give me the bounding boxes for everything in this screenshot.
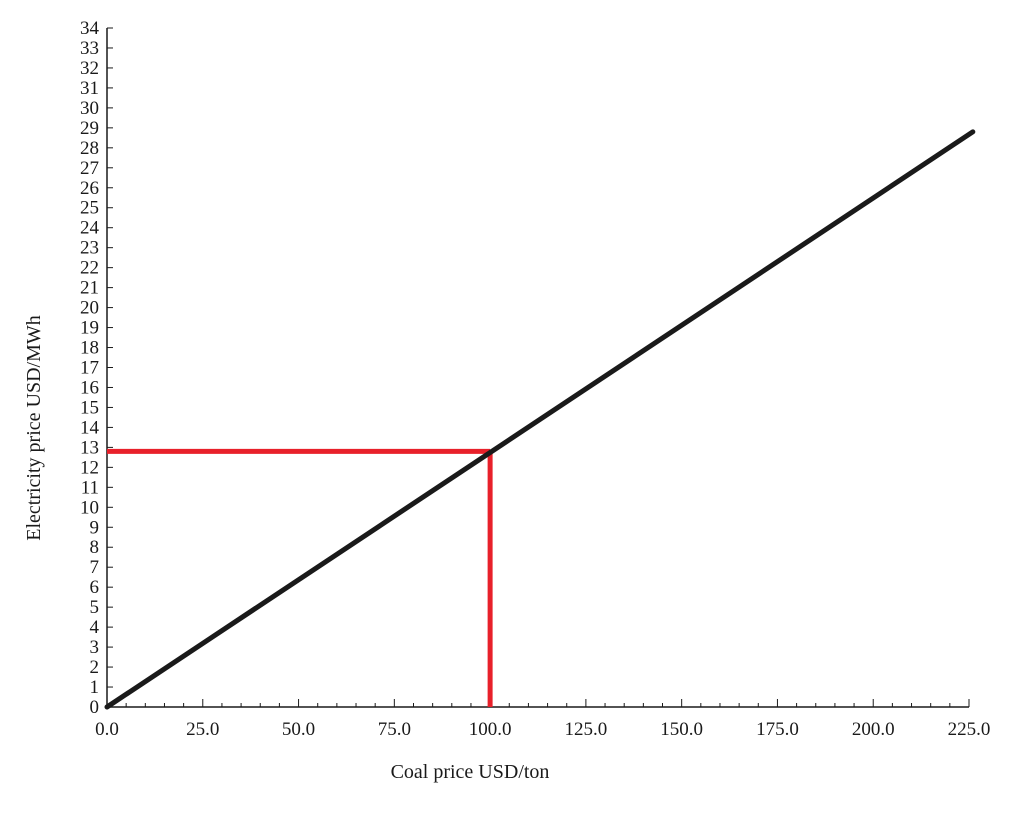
y-tick-label: 33 bbox=[80, 38, 99, 59]
x-tick-labels: 0.0 25.0 50.0 75.0 100.0 125.0 150.0 175.0 200.0… bbox=[95, 719, 990, 740]
y-tick-label: 18 bbox=[80, 338, 99, 359]
y-tick-label: 12 bbox=[80, 457, 99, 478]
reference-lines bbox=[107, 448, 493, 707]
x-tick-label: 75.0 bbox=[378, 719, 411, 740]
x-tick-label: 0.0 bbox=[95, 719, 119, 740]
x-tick-label: 100.0 bbox=[469, 719, 512, 740]
y-tick-label: 22 bbox=[80, 258, 99, 279]
y-tick-labels: 0123456789101112131415161718192021222324… bbox=[80, 18, 100, 718]
y-tick-label: 7 bbox=[90, 557, 100, 578]
x-tick-label: 150.0 bbox=[660, 719, 703, 740]
y-tick-label: 13 bbox=[80, 437, 99, 458]
x-axis-title: Coal price USD/ton bbox=[391, 761, 550, 783]
y-tick-label: 6 bbox=[90, 577, 100, 598]
y-tick-label: 31 bbox=[80, 78, 99, 99]
x-tick-label: 25.0 bbox=[186, 719, 219, 740]
y-tick-label: 4 bbox=[90, 617, 100, 638]
y-tick-label: 14 bbox=[80, 417, 100, 438]
x-tick-label: 175.0 bbox=[756, 719, 799, 740]
y-tick-label: 27 bbox=[80, 158, 99, 179]
series-line-0 bbox=[104, 129, 976, 710]
y-tick-label: 29 bbox=[80, 118, 99, 139]
y-tick-label: 21 bbox=[80, 278, 99, 299]
series-lines bbox=[104, 129, 976, 710]
y-tick-label: 28 bbox=[80, 138, 99, 159]
axes bbox=[106, 27, 970, 708]
y-tick-label: 9 bbox=[90, 517, 100, 538]
y-tick-label: 3 bbox=[90, 637, 100, 658]
x-tick-label: 225.0 bbox=[948, 719, 991, 740]
y-tick-label: 24 bbox=[80, 218, 100, 239]
y-axis-title: Electricity price USD/MWh bbox=[23, 315, 45, 541]
y-tick-label: 26 bbox=[80, 178, 99, 199]
y-tick-label: 8 bbox=[90, 537, 100, 558]
y-tick-label: 11 bbox=[81, 477, 99, 498]
x-tick-label: 125.0 bbox=[565, 719, 608, 740]
y-tick-label: 20 bbox=[80, 298, 99, 319]
y-tick-label: 2 bbox=[90, 657, 100, 678]
y-tick-label: 30 bbox=[80, 98, 99, 119]
y-tick-label: 19 bbox=[80, 318, 99, 339]
y-tick-label: 10 bbox=[80, 497, 99, 518]
x-tick-label: 200.0 bbox=[852, 719, 895, 740]
y-tick-label: 25 bbox=[80, 198, 99, 219]
y-tick-label: 17 bbox=[80, 358, 99, 379]
y-tick-label: 16 bbox=[80, 377, 99, 398]
y-tick-label: 23 bbox=[80, 238, 99, 259]
y-tick-label: 34 bbox=[80, 18, 100, 39]
x-tick-label: 50.0 bbox=[282, 719, 315, 740]
y-tick-label: 32 bbox=[80, 58, 99, 79]
y-tick-label: 5 bbox=[90, 597, 100, 618]
y-tick-label: 1 bbox=[90, 677, 100, 698]
y-tick-label: 0 bbox=[90, 697, 100, 718]
y-tick-label: 15 bbox=[80, 397, 99, 418]
